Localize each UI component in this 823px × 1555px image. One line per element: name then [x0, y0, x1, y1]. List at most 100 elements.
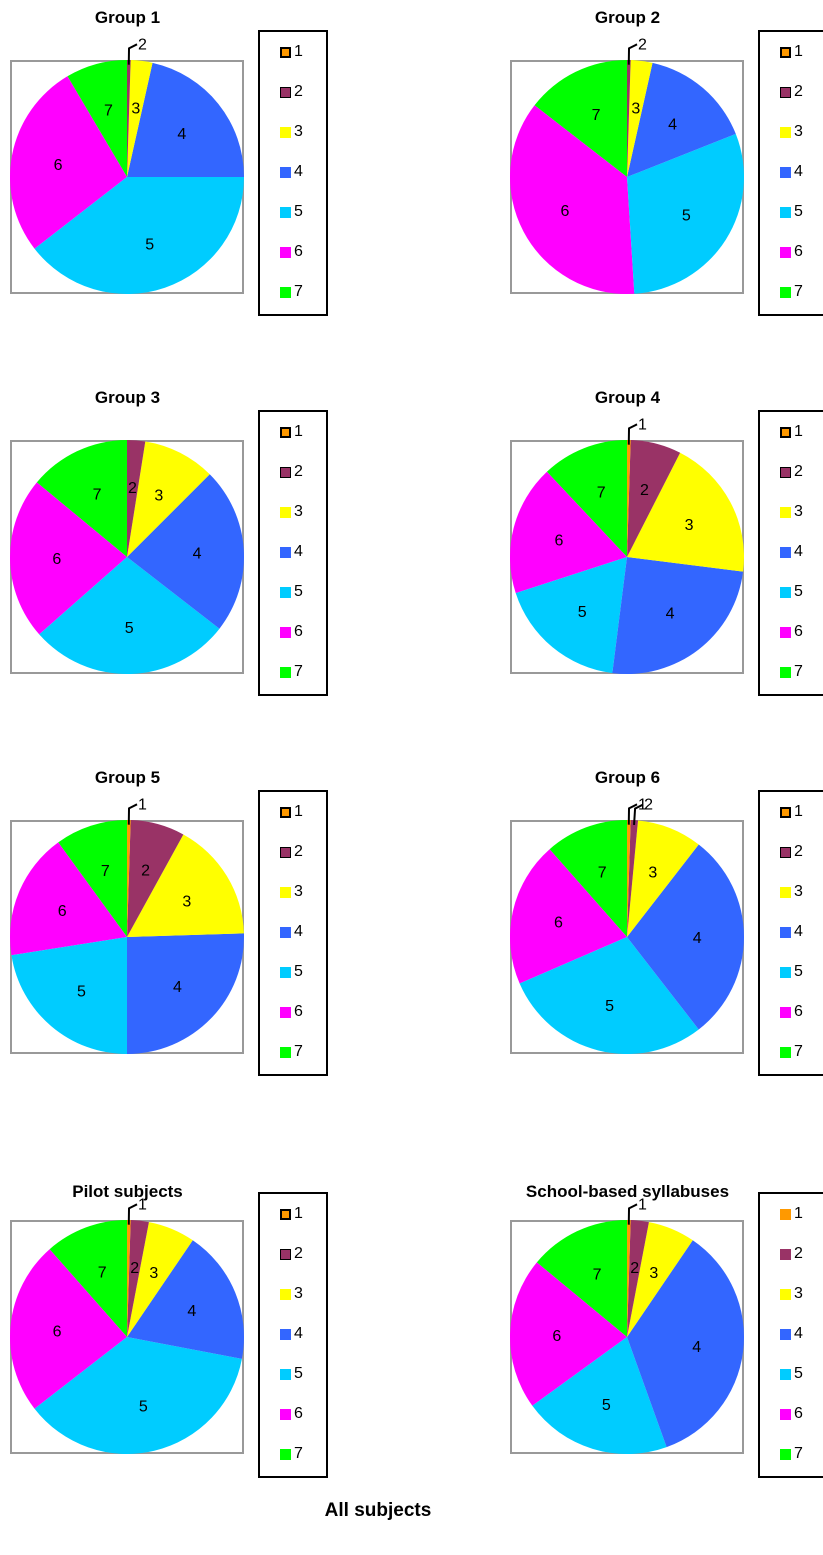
- legend-label: 7: [294, 663, 303, 680]
- pie-slice-1: [627, 1220, 631, 1337]
- leader-line: [127, 43, 138, 65]
- data-label: 5: [145, 236, 154, 253]
- pie-svg: 7 6 5 4 32: [9, 440, 245, 674]
- pie-slice-5: [39, 557, 220, 674]
- pie-slice-3: [127, 441, 210, 557]
- legend-swatch: [780, 127, 791, 138]
- data-label: 4: [668, 117, 677, 134]
- chart-title: Group 1: [94, 8, 161, 27]
- legend-swatch: [780, 1047, 791, 1058]
- data-label: 2: [130, 1260, 139, 1277]
- pie-slice-6: [9, 76, 128, 249]
- data-label: 1: [138, 796, 147, 813]
- pie-slice-6: [510, 849, 627, 984]
- pie-chart: Group 1 7 6 5 4 3 2 1 2 3 4 5 6 7: [0, 0, 340, 360]
- data-label: 5: [125, 620, 134, 637]
- chart-title: Group 3: [94, 388, 161, 407]
- pie-slice-1: [627, 440, 631, 557]
- pie-slice-6: [9, 482, 127, 635]
- legend-label: 3: [294, 883, 303, 900]
- legend-swatch: [280, 1449, 291, 1460]
- legend-swatch: [280, 587, 291, 598]
- pie-slice-7: [58, 820, 127, 937]
- pie-slice-4: [127, 474, 245, 629]
- all-subjects-title: All subjects: [324, 1500, 432, 1521]
- legend-label: 2: [294, 463, 303, 480]
- data-label: 6: [58, 903, 67, 920]
- data-label: 1: [638, 1196, 647, 1213]
- legend-label: 7: [294, 1445, 303, 1462]
- legend-swatch: [780, 807, 791, 818]
- legend-label: 7: [794, 1445, 803, 1462]
- leader-line: [627, 43, 638, 65]
- data-label: 4: [177, 126, 186, 143]
- chart-title: Pilot subjects: [72, 1182, 183, 1201]
- legend: 1 2 3 4 5 6 7: [258, 410, 328, 696]
- chart-title: Group 2: [594, 8, 661, 27]
- legend-swatch: [280, 967, 291, 978]
- legend-swatch: [280, 87, 291, 98]
- legend-label: 3: [294, 123, 303, 140]
- pie-slice-2: [127, 60, 131, 177]
- legend-swatch: [780, 627, 791, 638]
- legend-swatch: [780, 1289, 791, 1300]
- legend-label: 3: [794, 883, 803, 900]
- legend-label: 4: [794, 923, 803, 940]
- leader-line: [633, 803, 644, 825]
- data-label: 4: [666, 605, 675, 622]
- legend-label: 1: [294, 43, 303, 60]
- pie-slice-4: [627, 1240, 744, 1448]
- legend-swatch: [280, 1249, 291, 1260]
- leader-line: [127, 803, 138, 825]
- legend-swatch: [780, 1007, 791, 1018]
- data-label: 7: [593, 1266, 602, 1283]
- data-label: 6: [561, 203, 570, 220]
- legend-swatch: [280, 1047, 291, 1058]
- legend-swatch: [280, 887, 291, 898]
- pie-slice-3: [127, 60, 153, 177]
- legend-label: 5: [794, 583, 803, 600]
- pie-slice-3: [127, 1222, 193, 1337]
- pie-slice-2: [127, 820, 184, 937]
- data-label: 3: [154, 487, 163, 504]
- pie-slice-5: [34, 177, 244, 295]
- pie-slice-7: [546, 440, 627, 557]
- legend-label: 6: [294, 623, 303, 640]
- legend-label: 1: [794, 423, 803, 440]
- legend: 1 2 3 4 5 6 7: [758, 790, 823, 1076]
- data-label: 7: [104, 102, 113, 119]
- legend-label: 5: [294, 203, 303, 220]
- legend-swatch: [780, 287, 791, 298]
- data-label: 2: [644, 797, 653, 814]
- data-label: 4: [692, 1339, 701, 1356]
- legend-swatch: [780, 1449, 791, 1460]
- legend-label: 2: [294, 83, 303, 100]
- pie-chart: School-based syllabuses 7 6 5 4 3 2 1 1 2 3 4 5 6 7: [500, 1140, 823, 1500]
- data-label: 7: [592, 107, 601, 124]
- data-label: 3: [182, 893, 191, 910]
- pie-slice-5: [515, 557, 627, 674]
- legend-swatch: [780, 887, 791, 898]
- data-label: 6: [554, 915, 563, 932]
- legend-label: 4: [294, 923, 303, 940]
- pie-slice-4: [127, 1240, 244, 1359]
- legend-swatch: [280, 287, 291, 298]
- legend-swatch: [780, 207, 791, 218]
- legend-swatch: [780, 847, 791, 858]
- legend-label: 2: [294, 1245, 303, 1262]
- data-label: 2: [640, 482, 649, 499]
- data-label: 4: [193, 546, 202, 563]
- legend-label: 3: [294, 1285, 303, 1302]
- legend-label: 2: [794, 843, 803, 860]
- pie-slice-6: [10, 842, 127, 956]
- pie-chart: Group 5 7 6 5 4 3 2 1 1 2 3 4 5 6 7: [0, 760, 340, 1120]
- data-label: 2: [630, 1260, 639, 1277]
- leader-line: [627, 1203, 638, 1225]
- legend-swatch: [280, 467, 291, 478]
